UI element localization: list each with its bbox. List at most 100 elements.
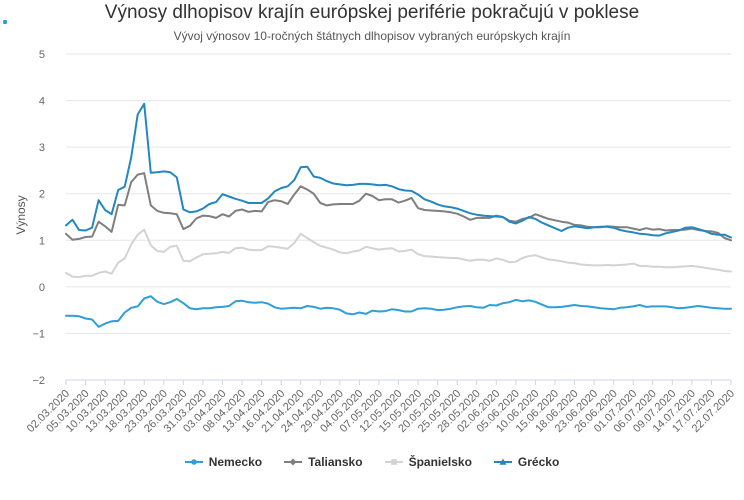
data-point[interactable]: Taliansko 27.03.2020: 1.31: [187, 223, 192, 228]
data-point[interactable]: Taliansko 10.04.2020: 1.63: [253, 208, 258, 213]
data-point[interactable]: Nemecko 16.07.2020: -0.43: [702, 304, 707, 309]
data-point[interactable]: Grécko 30.04.2020: 2.18: [344, 183, 349, 188]
data-point[interactable]: Španielsko 07.04.2020: 0.83: [233, 246, 238, 251]
data-point[interactable]: Grécko 06.07.2020: 1.11: [650, 233, 655, 238]
data-point[interactable]: Nemecko 06.05.2020: -0.51: [370, 308, 375, 313]
data-point[interactable]: Nemecko 26.06.2020: -0.48: [611, 307, 616, 312]
data-point[interactable]: Taliansko 12.03.2020: 1.76: [116, 202, 121, 207]
data-point[interactable]: Španielsko 28.05.2020: 0.58: [474, 257, 479, 262]
data-point[interactable]: Grécko 08.06.2020: 1.42: [520, 218, 525, 223]
data-point[interactable]: Grécko 10.07.2020: 1.21: [676, 228, 681, 233]
data-point[interactable]: Grécko 02.07.2020: 1.14: [637, 231, 642, 236]
data-point[interactable]: Grécko 08.05.2020: 2.19: [383, 182, 388, 187]
data-point[interactable]: Španielsko 11.03.2020: 0.28: [109, 271, 114, 276]
data-point[interactable]: Taliansko 20.04.2020: 1.98: [292, 192, 297, 197]
data-point[interactable]: Španielsko 17.06.2020: 0.52: [566, 260, 571, 265]
data-point[interactable]: Nemecko 12.03.2020: -0.73: [116, 318, 121, 323]
data-point[interactable]: Taliansko 19.05.2020: 1.64: [429, 208, 434, 213]
data-point[interactable]: Španielsko 24.06.2020: 0.46: [598, 263, 603, 268]
data-point[interactable]: Španielsko 13.03.2020: 0.61: [122, 256, 127, 261]
data-point[interactable]: Španielsko 15.04.2020: 0.86: [272, 244, 277, 249]
data-point[interactable]: Španielsko 12.06.2020: 0.59: [546, 257, 551, 262]
data-point[interactable]: Taliansko 29.04.2020: 1.78: [337, 202, 342, 207]
data-point[interactable]: Nemecko 18.05.2020: -0.46: [422, 306, 427, 311]
data-point[interactable]: Nemecko 20.07.2020: -0.46: [716, 306, 721, 311]
data-point[interactable]: Grécko 06.04.2020: 1.94: [227, 194, 232, 199]
data-point[interactable]: Španielsko 14.04.2020: 0.87: [266, 244, 271, 249]
data-point[interactable]: Španielsko 16.03.2020: 0.91: [129, 242, 134, 247]
data-point[interactable]: Nemecko 14.07.2020: -0.43: [689, 304, 694, 309]
data-point[interactable]: Nemecko 14.05.2020: -0.53: [409, 309, 414, 314]
data-point[interactable]: Grécko 03.06.2020: 1.5: [500, 215, 505, 220]
data-point[interactable]: Nemecko 19.03.2020: -0.2: [148, 294, 153, 299]
data-point[interactable]: Grécko 22.06.2020: 1.26: [585, 226, 590, 231]
data-point[interactable]: Španielsko 17.03.2020: 1.12: [135, 232, 140, 237]
data-point[interactable]: Grécko 17.06.2020: 1.27: [566, 225, 571, 230]
data-point[interactable]: Taliansko 30.03.2020: 1.47: [194, 216, 199, 221]
data-point[interactable]: Taliansko 07.05.2020: 1.86: [376, 198, 381, 203]
data-point[interactable]: Nemecko 15.05.2020: -0.47: [416, 306, 421, 311]
data-point[interactable]: Grécko 15.04.2020: 2.05: [272, 189, 277, 194]
data-point[interactable]: Nemecko 04.03.2020: -0.63: [77, 314, 82, 319]
data-point[interactable]: Grécko 25.03.2020: 2.35: [174, 175, 179, 180]
data-point[interactable]: Grécko 01.05.2020: 2.19: [350, 182, 355, 187]
data-point[interactable]: Taliansko 03.04.2020: 1.56: [220, 212, 225, 217]
data-point[interactable]: Grécko 13.04.2020: 1.8: [259, 201, 264, 206]
data-point[interactable]: Nemecko 25.06.2020: -0.47: [605, 306, 610, 311]
data-point[interactable]: Nemecko 01.07.2020: -0.42: [631, 304, 636, 309]
data-point[interactable]: Španielsko 06.04.2020: 0.73: [227, 250, 232, 255]
data-point[interactable]: Taliansko 21.05.2020: 1.62: [442, 209, 447, 214]
data-point[interactable]: Nemecko 18.03.2020: -0.25: [142, 296, 147, 301]
data-point[interactable]: Nemecko 02.06.2020: -0.4: [494, 303, 499, 308]
data-point[interactable]: Nemecko 11.05.2020: -0.48: [390, 307, 395, 312]
data-point[interactable]: Taliansko 17.03.2020: 2.41: [135, 172, 140, 177]
legend-item-španielsko[interactable]: Španielsko: [384, 455, 472, 469]
data-point[interactable]: Grécko 10.03.2020: 1.65: [103, 208, 108, 213]
data-point[interactable]: Taliansko 07.07.2020: 1.24: [657, 227, 662, 232]
data-point[interactable]: Taliansko 28.04.2020: 1.77: [331, 202, 336, 207]
data-point[interactable]: Grécko 12.05.2020: 2.1: [396, 187, 401, 192]
data-point[interactable]: Nemecko 01.04.2020: -0.46: [207, 306, 212, 311]
data-point[interactable]: Taliansko 27.04.2020: 1.75: [324, 203, 329, 208]
data-point[interactable]: Nemecko 05.06.2020: -0.28: [513, 297, 518, 302]
data-point[interactable]: Španielsko 09.06.2020: 0.66: [526, 254, 531, 259]
data-point[interactable]: Nemecko 01.05.2020: -0.59: [350, 312, 355, 317]
data-point[interactable]: Španielsko 01.06.2020: 0.56: [487, 258, 492, 263]
data-point[interactable]: Taliansko 06.04.2020: 1.51: [227, 214, 232, 219]
data-point[interactable]: Taliansko 10.06.2020: 1.56: [533, 212, 538, 217]
data-point[interactable]: Španielsko 08.07.2020: 0.42: [663, 265, 668, 270]
data-point[interactable]: Grécko 20.07.2020: 1.12: [716, 232, 721, 237]
data-point[interactable]: Grécko 17.03.2020: 3.7: [135, 112, 140, 117]
data-point[interactable]: Španielsko 03.06.2020: 0.58: [500, 257, 505, 262]
data-point[interactable]: Taliansko 03.07.2020: 1.26: [644, 226, 649, 231]
data-point[interactable]: Nemecko 12.06.2020: -0.44: [546, 305, 551, 310]
data-point[interactable]: Taliansko 23.03.2020: 1.59: [161, 210, 166, 215]
data-point[interactable]: Taliansko 11.06.2020: 1.51: [539, 214, 544, 219]
data-point[interactable]: Španielsko 18.05.2020: 0.66: [422, 254, 427, 259]
data-point[interactable]: Španielsko 25.05.2020: 0.62: [455, 256, 460, 261]
data-point[interactable]: Španielsko 15.05.2020: 0.7: [416, 252, 421, 257]
data-point[interactable]: Nemecko 24.06.2020: -0.46: [598, 306, 603, 311]
data-point[interactable]: Grécko 09.07.2020: 1.18: [670, 229, 675, 234]
data-point[interactable]: Taliansko 17.04.2020: 1.78: [285, 202, 290, 207]
data-point[interactable]: Nemecko 05.03.2020: -0.68: [83, 316, 88, 321]
data-point[interactable]: Nemecko 02.04.2020: -0.44: [214, 305, 219, 310]
data-point[interactable]: Španielsko 21.05.2020: 0.63: [442, 255, 447, 260]
data-point[interactable]: Nemecko 29.04.2020: -0.49: [337, 307, 342, 312]
data-point[interactable]: Grécko 27.03.2020: 1.6: [187, 210, 192, 215]
data-point[interactable]: Grécko 29.05.2020: 1.53: [481, 213, 486, 218]
data-point[interactable]: Nemecko 10.03.2020: -0.79: [103, 321, 108, 326]
data-point[interactable]: Taliansko 02.04.2020: 1.48: [214, 215, 219, 220]
data-point[interactable]: Nemecko 24.04.2020: -0.47: [318, 306, 323, 311]
data-point[interactable]: Španielsko 05.06.2020: 0.54: [513, 259, 518, 264]
data-point[interactable]: Nemecko 09.07.2020: -0.44: [670, 305, 675, 310]
data-point[interactable]: Taliansko 23.04.2020: 2: [311, 191, 316, 196]
data-point[interactable]: Španielsko 26.06.2020: 0.46: [611, 263, 616, 268]
data-point[interactable]: Španielsko 23.04.2020: 0.96: [311, 240, 316, 245]
data-point[interactable]: Taliansko 26.05.2020: 1.51: [461, 214, 466, 219]
data-point[interactable]: Španielsko 20.03.2020: 0.77: [155, 249, 160, 254]
data-point[interactable]: Grécko 20.03.2020: 2.46: [155, 170, 160, 175]
data-point[interactable]: Nemecko 06.03.2020: -0.7: [90, 317, 95, 322]
data-point[interactable]: Španielsko 30.06.2020: 0.48: [624, 262, 629, 267]
data-point[interactable]: Taliansko 24.03.2020: 1.58: [168, 211, 173, 216]
